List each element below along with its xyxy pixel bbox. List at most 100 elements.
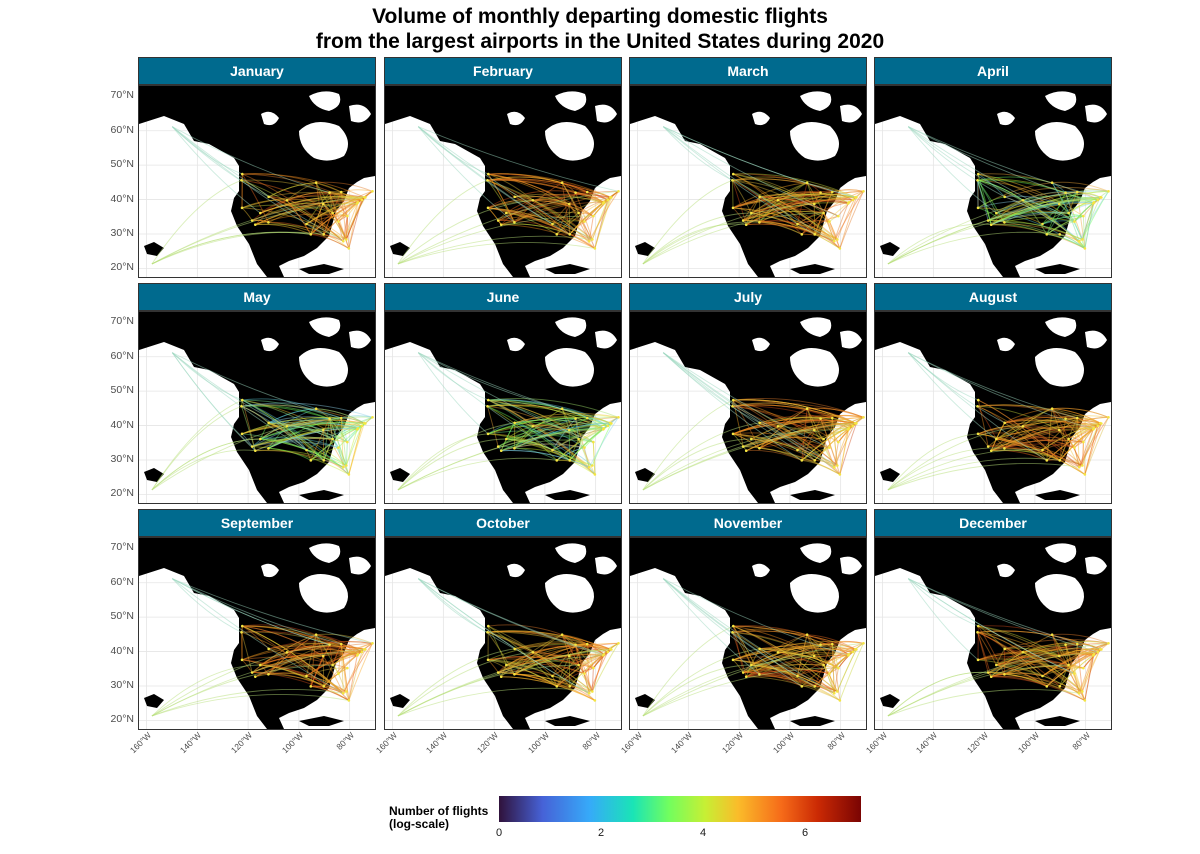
flight-route: [348, 425, 363, 475]
flight-route: [1082, 649, 1102, 669]
flight-route: [242, 173, 342, 193]
water-body: [997, 563, 1015, 578]
flight-route: [591, 655, 604, 692]
airport-point: [1003, 672, 1006, 676]
flight-route: [514, 422, 611, 449]
flight-route: [497, 422, 611, 448]
flight-route: [977, 179, 1005, 223]
flight-route: [996, 199, 1024, 214]
facet-strip-label: January: [138, 57, 376, 85]
flight-route: [260, 664, 324, 687]
flight-route: [759, 415, 833, 424]
flight-route: [732, 182, 808, 209]
water-body: [299, 574, 348, 613]
flight-route: [568, 204, 571, 235]
flight-route: [488, 173, 570, 205]
airport-point: [321, 428, 325, 432]
airport-point: [976, 630, 979, 634]
water-body: [1085, 556, 1107, 575]
flight-route: [1022, 421, 1098, 427]
airport-point: [321, 202, 325, 206]
flight-route: [171, 578, 242, 633]
flight-route: [1046, 192, 1067, 235]
flight-route: [733, 399, 854, 427]
airport-point: [1058, 459, 1062, 462]
flight-route: [506, 212, 590, 242]
flight-route: [322, 430, 325, 461]
flight-route: [286, 645, 365, 653]
flight-route: [268, 422, 333, 440]
flight-route: [532, 193, 612, 201]
flight-route: [342, 643, 373, 694]
flight-route: [988, 671, 1060, 687]
flight-route: [831, 643, 841, 701]
flight-route: [268, 427, 359, 449]
flight-route: [260, 196, 366, 214]
flight-route: [732, 647, 853, 661]
flight-route: [801, 447, 830, 461]
flight-route: [569, 427, 605, 461]
flight-route: [306, 212, 333, 225]
flight-route: [732, 198, 849, 209]
flight-route: [323, 667, 348, 687]
flight-route: [1078, 191, 1109, 242]
flight-route: [172, 126, 330, 194]
flight-route: [1082, 651, 1099, 669]
water-body: [299, 122, 348, 161]
flight-route: [823, 428, 849, 440]
water-body: [800, 91, 832, 111]
map-area: [384, 311, 622, 504]
flight-route: [732, 190, 833, 209]
flight-route: [1059, 654, 1094, 687]
x-tick-label: 160°W: [863, 730, 889, 756]
flight-route: [342, 649, 366, 694]
flight-route: [887, 671, 989, 717]
flight-route: [1082, 197, 1102, 217]
facet-strip-label: June: [384, 283, 622, 311]
flight-route: [642, 667, 839, 717]
flight-route: [662, 352, 830, 449]
flight-route: [1074, 202, 1094, 222]
flight-route: [592, 649, 612, 669]
flight-route: [1074, 199, 1099, 222]
flight-route: [418, 352, 611, 424]
flight-route: [977, 405, 1005, 424]
flight-route: [345, 199, 363, 240]
airport-point: [513, 446, 516, 450]
flight-route: [488, 207, 507, 214]
flight-route: [732, 631, 815, 657]
flight-route: [255, 223, 347, 240]
flight-route: [316, 182, 359, 203]
flight-route: [151, 179, 242, 265]
flight-route: [286, 192, 330, 201]
flight-route: [578, 199, 608, 214]
title-line-2: from the largest airports in the United …: [315, 30, 885, 53]
airport-point: [819, 417, 822, 420]
airport-point: [593, 247, 597, 250]
flight-route: [797, 654, 849, 677]
flight-route: [268, 221, 350, 249]
airport-point: [1107, 642, 1110, 645]
airport-point: [776, 198, 780, 202]
airport-point: [1092, 653, 1096, 656]
flight-route: [1059, 233, 1080, 242]
flight-route: [642, 648, 760, 717]
airport-point: [617, 416, 620, 419]
flight-route: [341, 415, 373, 419]
flight-route: [348, 643, 373, 701]
flight-route: [556, 654, 604, 687]
flight-route: [587, 643, 605, 655]
flight-route: [329, 192, 334, 214]
airport-point: [486, 624, 490, 628]
flight-route: [338, 221, 347, 240]
facet-panel-august: August: [874, 283, 1112, 504]
flight-route: [743, 219, 815, 235]
flight-route: [316, 634, 342, 645]
airport-point: [258, 663, 262, 667]
flight-route: [1052, 181, 1109, 192]
flight-route: [1077, 417, 1094, 430]
flight-route: [733, 173, 824, 214]
flight-route: [977, 180, 992, 225]
flight-route: [532, 199, 570, 205]
flight-route: [252, 219, 269, 223]
